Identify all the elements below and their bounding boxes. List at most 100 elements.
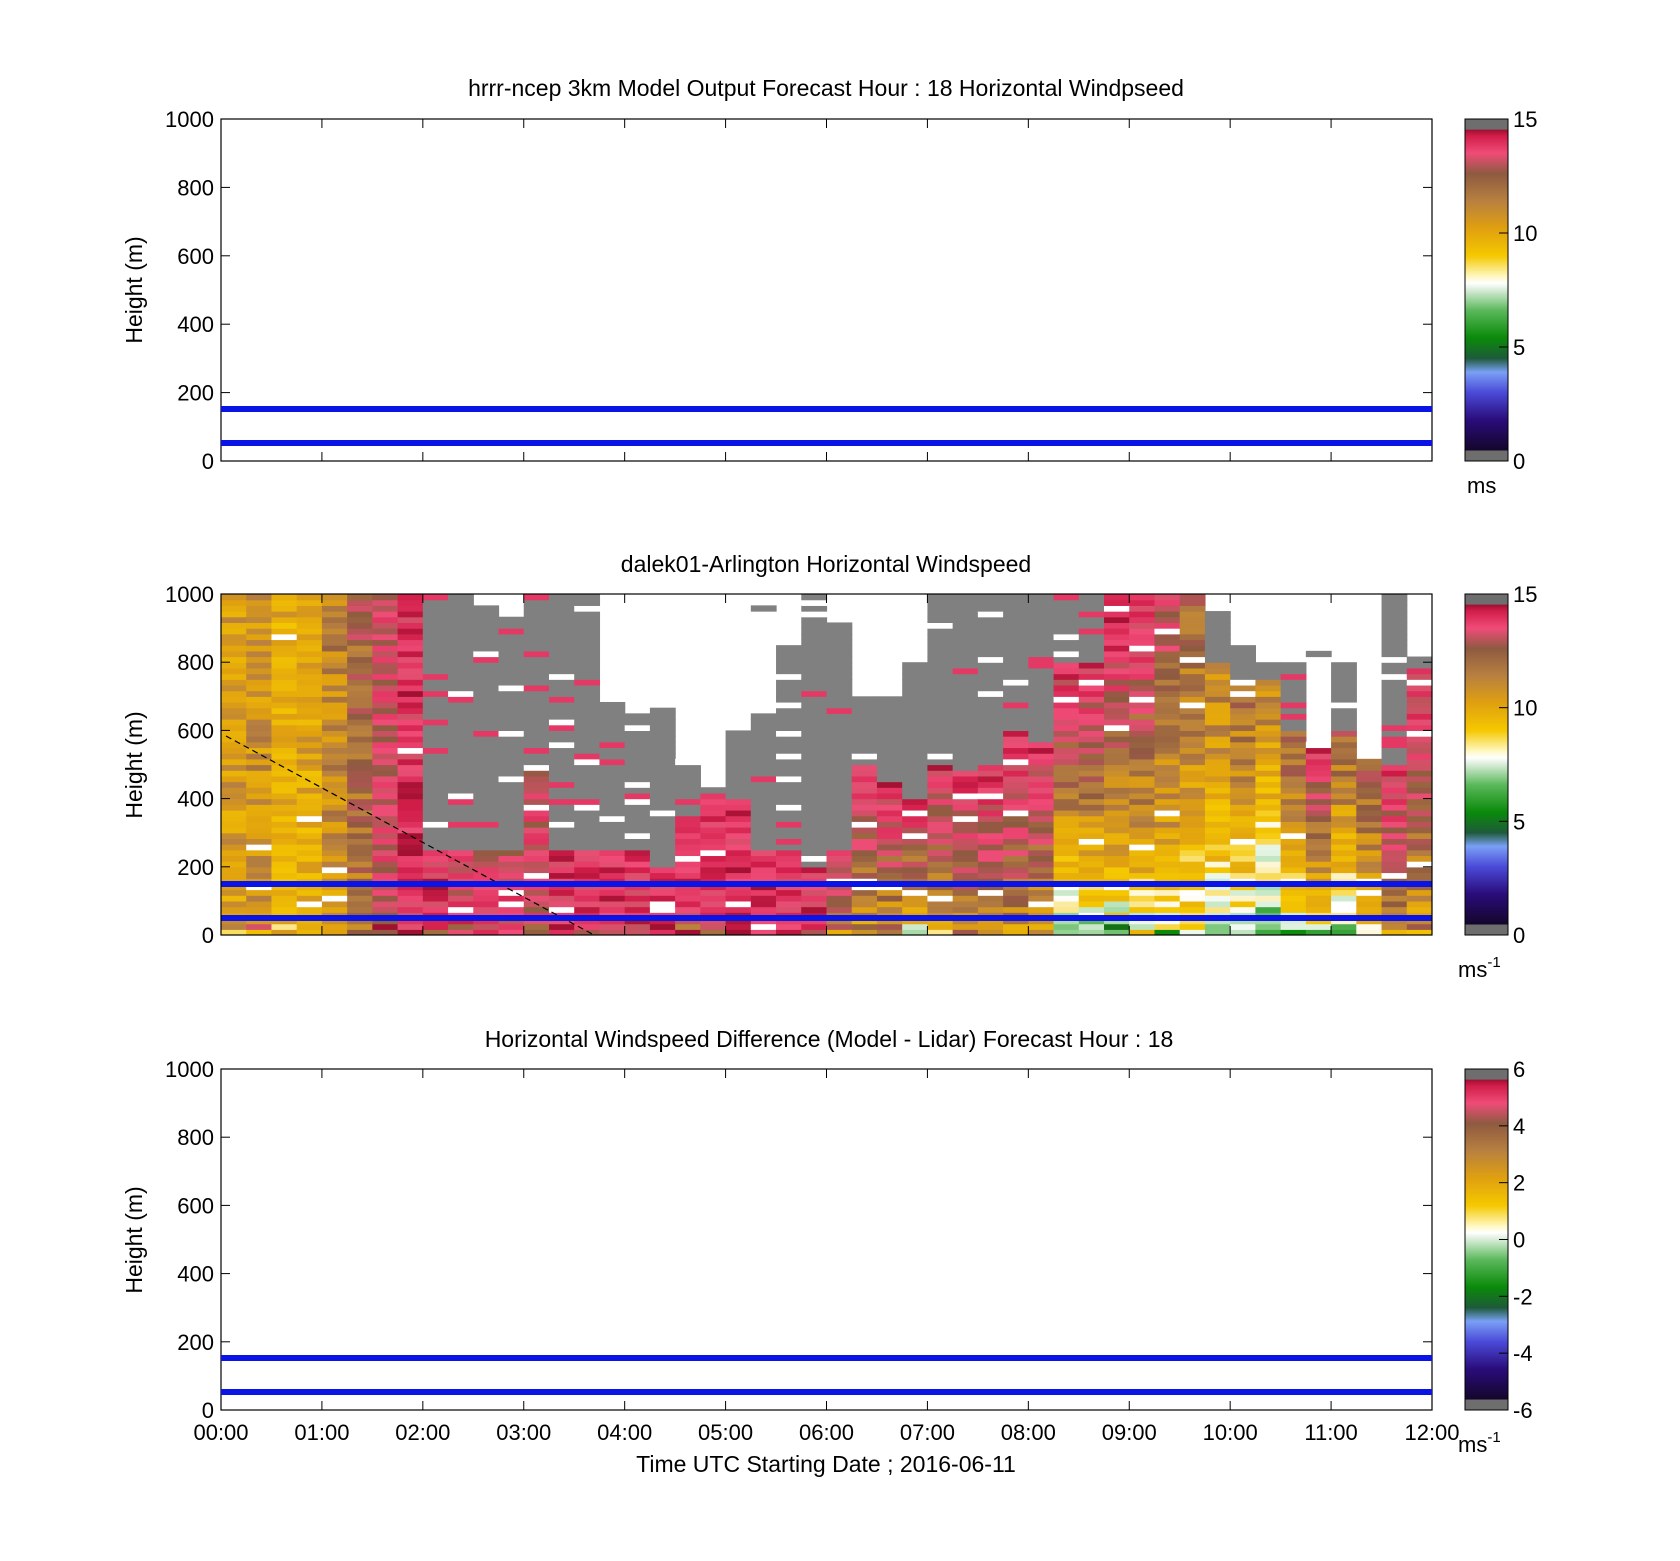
heatmap-cell bbox=[1129, 849, 1156, 857]
heatmap-cell bbox=[1204, 696, 1231, 703]
heatmap-cell bbox=[321, 628, 348, 635]
heatmap-cell bbox=[826, 895, 853, 902]
heatmap-cell bbox=[1381, 724, 1408, 731]
heatmap-cell bbox=[498, 747, 525, 754]
heatmap-cell bbox=[473, 923, 500, 930]
heatmap-cell bbox=[1179, 707, 1206, 714]
heatmap-cell bbox=[1331, 747, 1357, 754]
heatmap-cell bbox=[952, 770, 979, 777]
heatmap-cell bbox=[952, 849, 979, 857]
heatmap-cell bbox=[422, 719, 449, 726]
heatmap-cell bbox=[548, 673, 575, 680]
heatmap-cell bbox=[801, 724, 828, 731]
heatmap-cell bbox=[448, 701, 474, 709]
heatmap-cell bbox=[700, 838, 727, 845]
heatmap-cell bbox=[1003, 673, 1029, 680]
heatmap-cell bbox=[1154, 861, 1181, 868]
heatmap-cell bbox=[1280, 844, 1307, 851]
y-tick-label: 1000 bbox=[165, 582, 214, 607]
heatmap-cell bbox=[977, 719, 1004, 726]
heatmap-cell bbox=[321, 855, 348, 862]
heatmap-cell bbox=[422, 628, 449, 635]
heatmap-cell bbox=[1381, 929, 1408, 935]
heatmap-cell bbox=[851, 838, 878, 845]
heatmap-cell bbox=[246, 628, 273, 635]
heatmap-cell bbox=[221, 758, 247, 766]
heatmap-cell bbox=[826, 645, 853, 652]
heatmap-cell bbox=[1204, 684, 1231, 692]
heatmap-cell bbox=[1230, 872, 1256, 879]
heatmap-cell bbox=[271, 804, 298, 811]
heatmap-cell bbox=[1406, 917, 1432, 925]
heatmap-cell bbox=[1028, 764, 1055, 771]
heatmap-cell bbox=[1255, 861, 1282, 868]
heatmap-cell bbox=[1406, 827, 1432, 834]
heatmap-cell bbox=[246, 622, 273, 629]
heatmap-cell bbox=[649, 900, 676, 908]
heatmap-cell bbox=[675, 798, 701, 805]
heatmap-cell bbox=[1230, 906, 1256, 913]
heatmap-cell bbox=[372, 611, 399, 618]
heatmap-cell bbox=[1104, 736, 1130, 743]
heatmap-cell bbox=[372, 616, 399, 624]
heatmap-cell bbox=[221, 650, 247, 658]
heatmap-cell bbox=[574, 667, 601, 675]
heatmap-cell bbox=[574, 605, 601, 612]
heatmap-cell bbox=[826, 764, 853, 771]
heatmap-cell bbox=[750, 900, 777, 908]
heatmap-cell bbox=[574, 787, 601, 794]
heatmap-cell bbox=[448, 792, 474, 800]
heatmap-cell bbox=[750, 719, 777, 726]
heatmap-cell bbox=[498, 701, 525, 709]
heatmap-cell bbox=[1406, 923, 1432, 930]
heatmap-cell bbox=[422, 838, 449, 845]
heatmap-cell bbox=[271, 611, 298, 618]
heatmap-cell bbox=[422, 656, 449, 663]
heatmap-cell bbox=[271, 895, 298, 902]
heatmap-cell bbox=[321, 662, 348, 669]
heatmap-cell bbox=[1104, 656, 1130, 663]
heatmap-cell bbox=[851, 781, 878, 788]
heatmap-cell bbox=[271, 929, 298, 935]
heatmap-cell bbox=[1028, 690, 1055, 697]
heatmap-cell bbox=[725, 923, 752, 930]
heatmap-cell bbox=[221, 787, 247, 794]
heatmap-cell bbox=[1104, 667, 1130, 675]
heatmap-cell bbox=[826, 798, 853, 805]
heatmap-cell bbox=[1053, 821, 1080, 828]
heatmap-cell bbox=[422, 707, 449, 714]
heatmap-cell bbox=[700, 906, 727, 913]
heatmap-cell bbox=[1003, 707, 1029, 714]
heatmap-cell bbox=[221, 929, 247, 935]
heatmap-cell bbox=[574, 707, 601, 714]
heatmap-cell bbox=[927, 929, 954, 935]
heatmap-cell bbox=[1255, 866, 1282, 874]
heatmap-cell bbox=[372, 889, 399, 896]
heatmap-cell bbox=[1381, 673, 1408, 680]
heatmap-cell bbox=[1179, 701, 1206, 709]
heatmap-cell bbox=[498, 832, 525, 839]
heatmap-cell bbox=[1230, 730, 1256, 737]
heatmap-cell bbox=[1204, 917, 1231, 925]
heatmap-cell bbox=[649, 730, 676, 737]
heatmap-cell bbox=[221, 690, 247, 697]
heatmap-cell bbox=[296, 719, 323, 726]
heatmap-cell bbox=[574, 713, 601, 720]
heatmap-cell bbox=[1406, 929, 1432, 935]
heatmap-cell bbox=[1406, 679, 1432, 686]
heatmap-cell bbox=[523, 895, 550, 902]
heatmap-cell bbox=[952, 866, 979, 874]
heatmap-cell bbox=[1154, 747, 1181, 754]
heatmap-cell bbox=[1129, 804, 1156, 811]
heatmap-cell bbox=[776, 855, 802, 862]
heatmap-cell bbox=[1305, 855, 1332, 862]
heatmap-cell bbox=[498, 696, 525, 703]
heatmap-cell bbox=[1028, 673, 1055, 680]
heatmap-cell bbox=[1356, 929, 1383, 935]
heatmap-cell bbox=[700, 832, 727, 839]
heatmap-cell bbox=[1028, 838, 1055, 845]
heatmap-cell bbox=[347, 849, 373, 857]
heatmap-cell bbox=[776, 719, 802, 726]
heatmap-cell bbox=[1356, 827, 1383, 834]
heatmap-cell bbox=[422, 758, 449, 766]
